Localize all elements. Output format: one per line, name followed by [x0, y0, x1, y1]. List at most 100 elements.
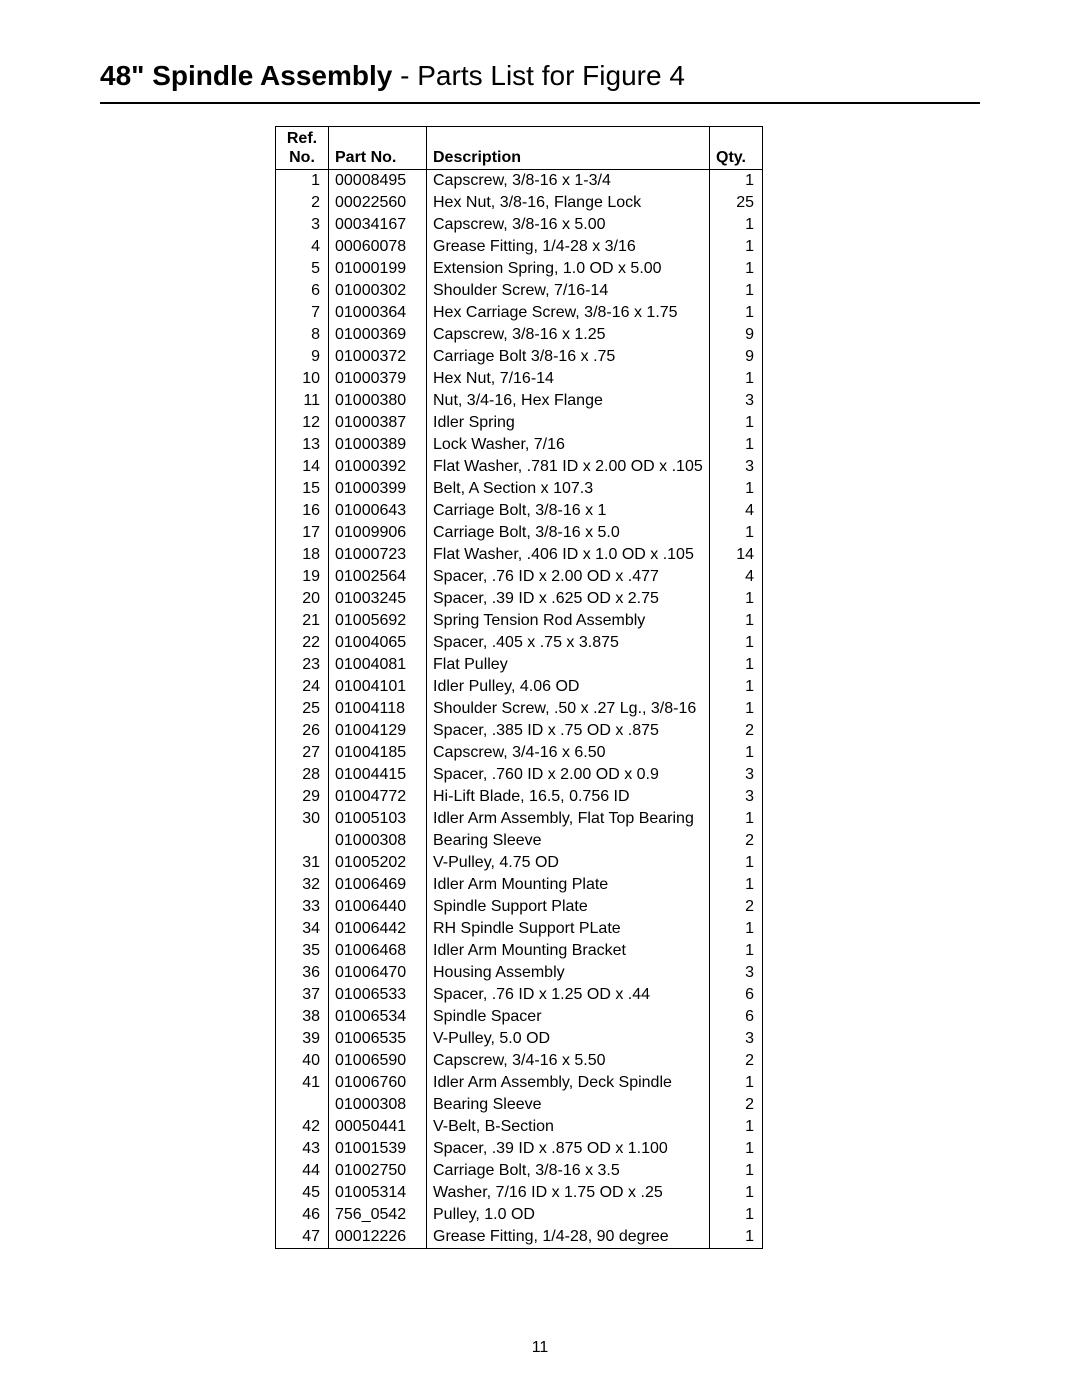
cell-qty: 2 [710, 896, 763, 918]
cell-part: 01004101 [329, 676, 427, 698]
cell-part: 01005103 [329, 808, 427, 830]
table-row: 300034167Capscrew, 3/8-16 x 5.001 [276, 214, 763, 236]
cell-description: Idler Arm Assembly, Deck Spindle [427, 1072, 710, 1094]
table-row: 1201000387Idler Spring1 [276, 412, 763, 434]
cell-description: Belt, A Section x 107.3 [427, 478, 710, 500]
cell-part: 01006469 [329, 874, 427, 896]
cell-qty: 1 [710, 808, 763, 830]
cell-part: 00060078 [329, 236, 427, 258]
cell-ref: 6 [276, 280, 329, 302]
cell-part: 01004118 [329, 698, 427, 720]
cell-description: Carriage Bolt, 3/8-16 x 5.0 [427, 522, 710, 544]
cell-ref: 16 [276, 500, 329, 522]
table-row: 2601004129Spacer, .385 ID x .75 OD x .87… [276, 720, 763, 742]
cell-description: Shoulder Screw, 7/16-14 [427, 280, 710, 302]
cell-qty: 14 [710, 544, 763, 566]
cell-part: 01000380 [329, 390, 427, 412]
cell-ref: 28 [276, 764, 329, 786]
cell-part: 01006440 [329, 896, 427, 918]
cell-description: V-Pulley, 4.75 OD [427, 852, 710, 874]
cell-ref: 23 [276, 654, 329, 676]
cell-qty: 3 [710, 786, 763, 808]
cell-ref: 24 [276, 676, 329, 698]
cell-qty: 1 [710, 852, 763, 874]
cell-part: 01006590 [329, 1050, 427, 1072]
cell-qty: 25 [710, 192, 763, 214]
cell-ref: 15 [276, 478, 329, 500]
cell-ref: 35 [276, 940, 329, 962]
title-bold: 48" Spindle Assembly [100, 60, 392, 91]
table-row: 4200050441V-Belt, B-Section1 [276, 1116, 763, 1138]
cell-part: 01006534 [329, 1006, 427, 1028]
cell-qty: 1 [710, 1182, 763, 1204]
cell-part: 00012226 [329, 1226, 427, 1249]
cell-ref: 30 [276, 808, 329, 830]
parts-table: Ref. No. Part No. Description Qty. 10000… [275, 126, 763, 1249]
cell-description: Nut, 3/4-16, Hex Flange [427, 390, 710, 412]
cell-ref: 17 [276, 522, 329, 544]
table-row: 3301006440Spindle Support Plate2 [276, 896, 763, 918]
cell-qty: 1 [710, 214, 763, 236]
table-row: 2401004101Idler Pulley, 4.06 OD1 [276, 676, 763, 698]
cell-qty: 2 [710, 1050, 763, 1072]
table-row: 1101000380Nut, 3/4-16, Hex Flange3 [276, 390, 763, 412]
cell-ref: 45 [276, 1182, 329, 1204]
ref-line2: No. [289, 149, 315, 166]
table-row: 3601006470Housing Assembly3 [276, 962, 763, 984]
cell-qty: 1 [710, 1204, 763, 1226]
cell-description: Hex Nut, 3/8-16, Flange Lock [427, 192, 710, 214]
cell-description: Bearing Sleeve [427, 1094, 710, 1116]
cell-qty: 1 [710, 676, 763, 698]
col-ref: Ref. No. [276, 127, 329, 170]
cell-part: 01005202 [329, 852, 427, 874]
cell-qty: 1 [710, 632, 763, 654]
cell-description: Washer, 7/16 ID x 1.75 OD x .25 [427, 1182, 710, 1204]
cell-part: 01006533 [329, 984, 427, 1006]
cell-description: Hi-Lift Blade, 16.5, 0.756 ID [427, 786, 710, 808]
cell-qty: 1 [710, 874, 763, 896]
table-row: 4401002750Carriage Bolt, 3/8-16 x 3.51 [276, 1160, 763, 1182]
cell-qty: 1 [710, 918, 763, 940]
cell-description: Idler Arm Mounting Plate [427, 874, 710, 896]
table-row: 200022560Hex Nut, 3/8-16, Flange Lock25 [276, 192, 763, 214]
cell-ref: 29 [276, 786, 329, 808]
cell-qty: 1 [710, 280, 763, 302]
cell-ref: 2 [276, 192, 329, 214]
cell-ref: 33 [276, 896, 329, 918]
cell-part: 00008495 [329, 170, 427, 193]
cell-qty: 9 [710, 346, 763, 368]
cell-description: Idler Arm Assembly, Flat Top Bearing [427, 808, 710, 830]
table-row: 1801000723Flat Washer, .406 ID x 1.0 OD … [276, 544, 763, 566]
cell-qty: 6 [710, 1006, 763, 1028]
cell-part: 01000308 [329, 1094, 427, 1116]
cell-qty: 4 [710, 500, 763, 522]
cell-ref: 47 [276, 1226, 329, 1249]
cell-qty: 1 [710, 1226, 763, 1249]
cell-qty: 9 [710, 324, 763, 346]
cell-part: 01006468 [329, 940, 427, 962]
table-row: 1701009906Carriage Bolt, 3/8-16 x 5.01 [276, 522, 763, 544]
cell-description: Housing Assembly [427, 962, 710, 984]
cell-description: Capscrew, 3/8-16 x 1.25 [427, 324, 710, 346]
cell-part: 01005692 [329, 610, 427, 632]
table-row: 2501004118Shoulder Screw, .50 x .27 Lg.,… [276, 698, 763, 720]
cell-qty: 1 [710, 302, 763, 324]
cell-part: 01000392 [329, 456, 427, 478]
cell-qty: 2 [710, 720, 763, 742]
cell-qty: 1 [710, 1116, 763, 1138]
cell-description: Spindle Spacer [427, 1006, 710, 1028]
table-row: 01000308Bearing Sleeve2 [276, 1094, 763, 1116]
cell-ref: 27 [276, 742, 329, 764]
cell-part: 01004772 [329, 786, 427, 808]
cell-ref: 26 [276, 720, 329, 742]
cell-ref: 31 [276, 852, 329, 874]
cell-description: Flat Pulley [427, 654, 710, 676]
cell-description: Pulley, 1.0 OD [427, 1204, 710, 1226]
cell-ref: 11 [276, 390, 329, 412]
cell-part: 01000199 [329, 258, 427, 280]
table-row: 801000369Capscrew, 3/8-16 x 1.259 [276, 324, 763, 346]
cell-qty: 3 [710, 390, 763, 412]
cell-ref: 12 [276, 412, 329, 434]
table-row: 400060078Grease Fitting, 1/4-28 x 3/161 [276, 236, 763, 258]
table-row: 3401006442RH Spindle Support PLate1 [276, 918, 763, 940]
